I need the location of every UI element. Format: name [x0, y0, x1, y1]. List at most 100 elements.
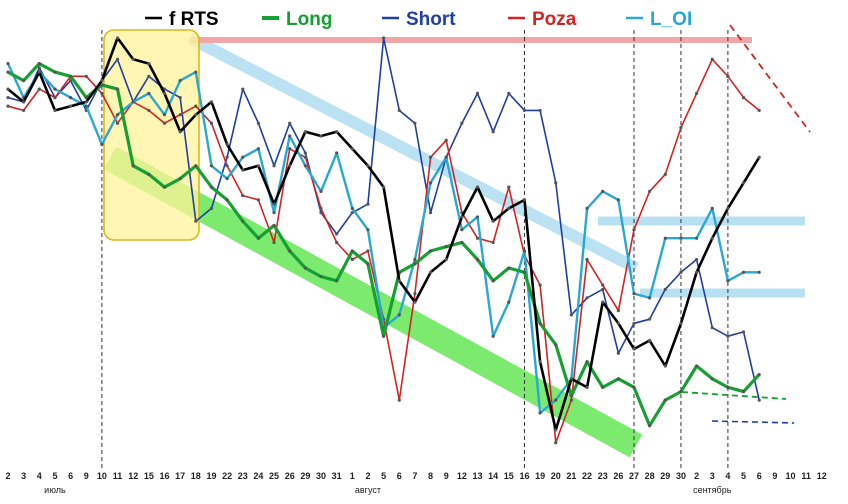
data-point-short	[695, 257, 699, 262]
data-point-long	[84, 96, 88, 100]
data-point-poza	[616, 309, 620, 313]
data-point-l-oi	[726, 279, 730, 283]
x-tick-label: 6	[397, 471, 402, 481]
data-point-poza	[679, 125, 683, 130]
data-point-l-oi	[491, 334, 495, 338]
x-tick-label: 30	[676, 471, 686, 481]
data-point-f-rts	[726, 206, 730, 210]
data-point-poza	[272, 240, 276, 245]
data-point-f-rts	[475, 185, 480, 189]
x-tick-label: 29	[660, 471, 670, 481]
x-tick-label: 27	[629, 471, 639, 481]
data-point-short	[757, 398, 761, 402]
legend-item-f-rts: f RTS	[145, 9, 219, 30]
x-tick-label: 10	[97, 471, 107, 481]
data-point-poza	[288, 147, 292, 151]
data-point-long	[475, 257, 480, 262]
x-tick-label: 30	[316, 471, 326, 481]
data-point-l-oi	[131, 100, 135, 104]
data-point-long	[335, 279, 339, 283]
data-point-poza	[413, 292, 417, 296]
data-point-poza	[162, 121, 167, 125]
data-point-short	[272, 164, 276, 168]
x-tick-label: 21	[566, 471, 576, 481]
data-point-short	[726, 334, 730, 338]
data-point-long	[710, 377, 714, 381]
x-tick-label: 12	[128, 471, 138, 481]
data-point-l-oi	[272, 211, 276, 215]
data-point-poza	[37, 87, 41, 91]
data-point-poza	[601, 283, 605, 287]
data-point-long	[194, 164, 198, 168]
data-point-long	[757, 372, 761, 377]
data-point-poza	[350, 257, 354, 262]
data-point-f-rts	[131, 57, 135, 61]
x-tick-label: 14	[488, 471, 498, 481]
data-point-f-rts	[272, 202, 276, 206]
data-point-f-rts	[335, 130, 339, 134]
data-point-l-oi	[194, 70, 198, 74]
x-tick-label: 8	[428, 471, 433, 481]
data-point-long	[178, 176, 182, 181]
highlight-box	[103, 29, 200, 241]
data-point-poza	[335, 240, 339, 245]
data-point-long	[569, 394, 574, 398]
data-point-poza	[22, 108, 26, 113]
data-point-l-oi	[303, 164, 307, 168]
data-point-f-rts	[460, 215, 464, 219]
data-point-l-oi	[554, 398, 558, 402]
data-point-long	[69, 74, 73, 78]
data-point-long	[741, 389, 746, 394]
data-point-l-oi	[413, 257, 417, 262]
short-trend-dashed	[711, 420, 795, 424]
data-point-f-rts	[522, 198, 527, 202]
x-tick-label: 2	[694, 471, 699, 481]
x-tick-label: 23	[238, 471, 248, 481]
x-tick-label: 9	[772, 471, 777, 481]
data-point-l-oi	[335, 151, 339, 155]
data-point-short	[350, 211, 354, 215]
data-point-short	[679, 270, 683, 274]
data-point-long	[256, 236, 260, 240]
data-point-short	[194, 219, 198, 223]
month-label: август	[355, 485, 381, 495]
data-point-f-rts	[554, 428, 558, 432]
data-point-l-oi	[522, 249, 527, 253]
data-point-long	[460, 240, 464, 245]
data-point-long	[444, 245, 448, 249]
data-point-f-rts	[225, 142, 229, 147]
data-point-f-rts	[84, 100, 88, 104]
legend-item-l-oi: L_OI	[626, 9, 692, 30]
data-point-long	[522, 270, 527, 274]
poza-trend-dashed	[729, 24, 811, 133]
data-point-long	[100, 83, 104, 87]
x-tick-label: 11	[113, 471, 123, 481]
x-tick-label: 16	[519, 471, 529, 481]
data-point-l-oi	[507, 300, 511, 304]
data-point-f-rts	[115, 36, 120, 40]
data-point-f-rts	[601, 300, 605, 304]
data-point-short	[147, 74, 151, 78]
data-point-short	[115, 57, 120, 61]
data-point-l-oi	[632, 292, 636, 296]
data-point-l-oi	[710, 206, 714, 210]
data-point-l-oi	[100, 142, 104, 147]
data-point-poza	[538, 283, 542, 287]
data-point-short	[491, 130, 495, 134]
x-tick-label: 15	[504, 471, 514, 481]
data-point-l-oi	[69, 96, 73, 100]
data-point-long	[115, 87, 120, 91]
data-point-long	[131, 164, 135, 168]
data-point-long	[428, 249, 433, 253]
data-point-long	[616, 377, 620, 381]
data-point-short	[522, 108, 527, 113]
data-point-poza	[632, 228, 636, 232]
data-point-poza	[726, 74, 730, 78]
data-point-poza	[178, 113, 182, 117]
data-point-poza	[554, 441, 558, 445]
data-point-f-rts	[397, 279, 401, 283]
data-point-l-oi	[319, 189, 323, 193]
data-point-poza	[695, 91, 699, 95]
data-point-f-rts	[350, 147, 354, 151]
